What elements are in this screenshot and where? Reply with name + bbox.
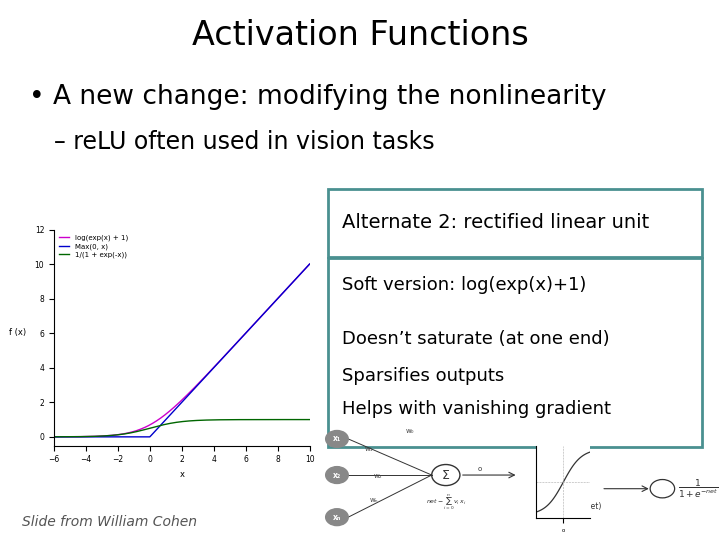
1/(1 + exp(-x)) — [173, 419, 181, 426]
Text: w₂: w₂ — [373, 473, 382, 479]
log(exp(x) + 1) — [171, 403, 180, 409]
Text: Alternate 2: rectified linear unit: Alternate 2: rectified linear unit — [342, 213, 649, 232]
Max(0, x) — [173, 404, 181, 411]
Line: Max(0, x): Max(0, x) — [54, 264, 310, 437]
Max(0, x) — [305, 261, 314, 267]
Text: $net-\sum_{i=0}^{n} v_i\, x_i$: $net-\sum_{i=0}^{n} v_i\, x_i$ — [426, 493, 466, 512]
1/(1 + exp(-x)) — [305, 416, 314, 423]
Text: • A new change: modifying the nonlinearity: • A new change: modifying the nonlineari… — [29, 84, 606, 110]
Max(0, x) — [299, 267, 307, 274]
FancyBboxPatch shape — [328, 189, 702, 256]
Text: o: o — [478, 465, 482, 471]
Legend: log(exp(x) + 1), Max(0, x), 1/(1 + exp(-x)): log(exp(x) + 1), Max(0, x), 1/(1 + exp(-… — [58, 233, 130, 260]
Circle shape — [325, 509, 348, 525]
Text: w₀: w₀ — [405, 428, 414, 434]
Max(0, x) — [171, 406, 180, 413]
log(exp(x) + 1) — [173, 401, 181, 408]
Text: Slide from William Cohen: Slide from William Cohen — [22, 515, 197, 529]
FancyBboxPatch shape — [328, 258, 702, 447]
Text: Sparsifies outputs: Sparsifies outputs — [342, 367, 504, 385]
1/(1 + exp(-x)) — [171, 419, 180, 426]
log(exp(x) + 1) — [305, 261, 314, 267]
Max(0, x) — [259, 310, 268, 317]
Text: Doesn’t saturate (at one end): Doesn’t saturate (at one end) — [342, 330, 610, 348]
log(exp(x) + 1) — [50, 434, 58, 440]
Circle shape — [325, 467, 348, 483]
Text: Soft version: log(exp(x)+1): Soft version: log(exp(x)+1) — [342, 276, 586, 294]
Max(0, x) — [50, 434, 58, 440]
log(exp(x) + 1) — [299, 267, 307, 274]
log(exp(x) + 1) — [188, 387, 197, 393]
Text: xₙ: xₙ — [333, 512, 341, 522]
1/(1 + exp(-x)) — [202, 417, 210, 423]
X-axis label: x: x — [179, 470, 184, 479]
Y-axis label: f (x): f (x) — [9, 328, 27, 338]
Text: Σ: Σ — [442, 469, 450, 482]
Text: Helps with vanishing gradient: Helps with vanishing gradient — [342, 400, 611, 417]
log(exp(x) + 1) — [202, 372, 210, 379]
1/(1 + exp(-x)) — [188, 417, 197, 424]
Text: $\dfrac{1}{1+e^{-net}}$: $\dfrac{1}{1+e^{-net}}$ — [678, 477, 719, 500]
Text: wₙ: wₙ — [369, 497, 378, 503]
Text: w₁: w₁ — [365, 446, 374, 452]
1/(1 + exp(-x)) — [259, 416, 268, 423]
Text: σ(net): σ(net) — [579, 502, 602, 511]
Max(0, x) — [188, 388, 197, 394]
1/(1 + exp(-x)) — [50, 434, 58, 440]
Text: x₂: x₂ — [333, 470, 341, 480]
Text: – reLU often used in vision tasks: – reLU often used in vision tasks — [54, 130, 435, 153]
Text: x₁: x₁ — [333, 435, 341, 443]
Text: Activation Functions: Activation Functions — [192, 19, 528, 52]
Line: log(exp(x) + 1): log(exp(x) + 1) — [54, 264, 310, 437]
Line: 1/(1 + exp(-x)): 1/(1 + exp(-x)) — [54, 420, 310, 437]
1/(1 + exp(-x)) — [299, 416, 307, 423]
Circle shape — [325, 430, 348, 447]
log(exp(x) + 1) — [259, 310, 268, 317]
Max(0, x) — [202, 373, 210, 379]
